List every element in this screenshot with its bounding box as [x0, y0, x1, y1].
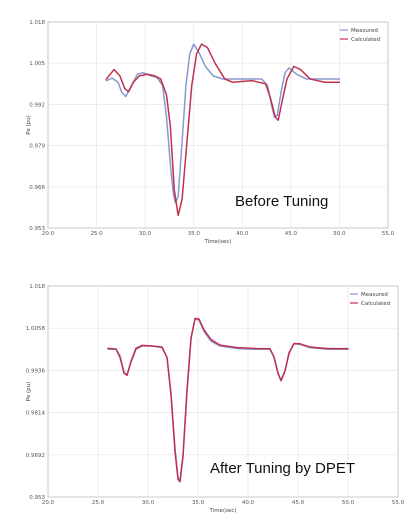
x-tick-label: 50.0: [333, 231, 346, 237]
x-axis-label: Time(sec): [203, 239, 231, 245]
chart-annotation: Before Tuning: [235, 193, 328, 210]
legend-entry: Measured: [361, 292, 388, 298]
x-axis-label: Time(sec): [208, 508, 236, 514]
y-tick-label: 1.0058: [26, 326, 46, 332]
legend-entry: Calculated: [361, 301, 390, 307]
y-axis-label: Pe (pu): [26, 382, 32, 402]
x-tick-label: 40.0: [242, 500, 255, 506]
x-tick-label: 25.0: [90, 231, 103, 237]
x-tick-label: 30.0: [139, 231, 152, 237]
x-tick-label: 35.0: [192, 500, 205, 506]
x-tick-label: 35.0: [188, 231, 201, 237]
y-tick-label: 0.953: [29, 495, 45, 501]
chart-annotation: After Tuning by DPET: [210, 460, 355, 477]
y-tick-label: 0.9814: [26, 411, 46, 417]
x-tick-label: 40.0: [236, 231, 249, 237]
x-tick-label: 20.0: [42, 231, 55, 237]
x-tick-label: 50.0: [342, 500, 355, 506]
y-tick-label: 0.9692: [26, 453, 45, 459]
x-tick-label: 55.0: [392, 500, 405, 506]
x-tick-label: 30.0: [142, 500, 155, 506]
x-tick-label: 20.0: [42, 500, 55, 506]
y-tick-label: 0.979: [29, 144, 45, 150]
before-tuning-chart: 20.0 25.0 30.0 35.0 40.0 45.0 50.0 55.0 1.018 1.0…: [26, 20, 395, 245]
series-line-calculated: [105, 43, 341, 217]
x-tick-label: 45.0: [285, 231, 298, 237]
x-tick-label: 55.0: [382, 231, 395, 237]
y-axis-label: Pe (pu): [26, 115, 32, 135]
plot-area: [47, 21, 389, 229]
plot-area: [47, 285, 399, 498]
series-line-calculated: [107, 317, 349, 483]
x-tick-label: 25.0: [92, 500, 105, 506]
y-tick-label: 1.018: [29, 284, 45, 290]
x-tick-label: 45.0: [292, 500, 305, 506]
y-tick-label: 0.953: [29, 226, 45, 232]
y-tick-label: 0.992: [29, 102, 45, 108]
series-line-measured: [105, 43, 341, 204]
y-tick-label: 0.9936: [26, 368, 46, 374]
after-tuning-chart: 20.0 25.0 30.0 35.0 40.0 45.0 50.0 55.0 1.018 1.0…: [26, 284, 405, 514]
y-tick-label: 1.018: [29, 20, 45, 26]
legend-entry: Calculated: [351, 37, 380, 43]
y-tick-label: 1.005: [29, 61, 45, 67]
legend-entry: Measured: [351, 28, 378, 34]
y-tick-label: 0.966: [29, 185, 45, 191]
